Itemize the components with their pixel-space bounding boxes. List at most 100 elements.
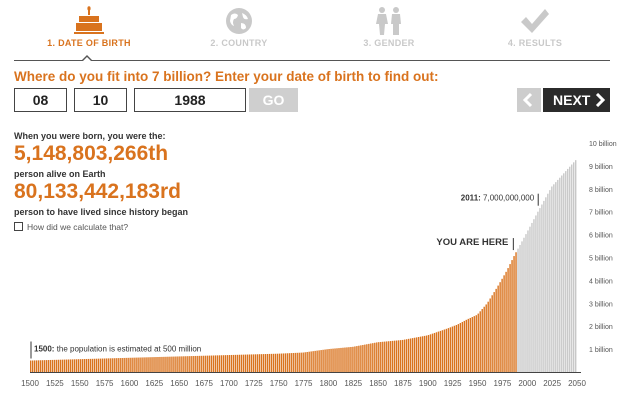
population-bar bbox=[35, 360, 38, 372]
population-bar bbox=[352, 346, 354, 372]
population-bar bbox=[505, 271, 507, 372]
population-bar bbox=[101, 358, 103, 372]
x-tick-label: 1925 bbox=[444, 379, 462, 388]
population-bar bbox=[435, 332, 438, 372]
x-tick-label: 1525 bbox=[46, 379, 64, 388]
population-bar bbox=[97, 358, 100, 372]
population-bar bbox=[535, 215, 537, 372]
population-bar bbox=[37, 360, 40, 372]
population-bar bbox=[461, 321, 464, 372]
population-bar bbox=[183, 356, 185, 372]
population-bar bbox=[61, 359, 64, 372]
population-bar bbox=[421, 336, 424, 372]
population-bar bbox=[407, 338, 410, 372]
population-bar bbox=[103, 358, 105, 372]
population-bar bbox=[105, 358, 107, 372]
population-bar bbox=[179, 356, 181, 372]
population-bar bbox=[322, 349, 324, 372]
population-bar bbox=[332, 348, 334, 372]
population-bar bbox=[73, 359, 76, 372]
population-bar bbox=[487, 301, 489, 372]
population-bar bbox=[111, 358, 113, 372]
population-bar bbox=[360, 345, 362, 372]
x-tick-label: 1825 bbox=[344, 379, 362, 388]
go-button[interactable]: GO bbox=[249, 88, 298, 112]
population-bar bbox=[310, 351, 312, 372]
population-bar bbox=[171, 356, 173, 372]
population-bar bbox=[43, 360, 46, 372]
y-tick-label: 5 billion bbox=[589, 256, 613, 263]
population-bar bbox=[368, 343, 370, 372]
population-bar bbox=[507, 268, 509, 372]
x-tick-label: 1800 bbox=[319, 379, 337, 388]
population-bar bbox=[141, 357, 143, 372]
population-bar bbox=[386, 341, 388, 372]
question-heading: Where do you fit into 7 billion? Enter y… bbox=[14, 69, 439, 84]
population-bar bbox=[565, 171, 567, 372]
x-tick-label: 1625 bbox=[145, 379, 163, 388]
population-bar bbox=[262, 354, 265, 372]
population-bar bbox=[467, 318, 469, 372]
population-bar bbox=[571, 164, 573, 372]
population-bar bbox=[203, 355, 205, 372]
population-bar bbox=[433, 332, 436, 372]
population-bar bbox=[559, 177, 561, 372]
population-bar bbox=[384, 341, 386, 372]
population-bar bbox=[117, 358, 119, 372]
population-bar bbox=[55, 359, 58, 372]
population-bar bbox=[282, 353, 284, 372]
population-bar bbox=[242, 354, 245, 372]
population-bar bbox=[149, 357, 151, 372]
population-bar bbox=[266, 353, 269, 372]
population-bar bbox=[350, 346, 352, 372]
population-bar bbox=[276, 353, 279, 372]
population-bar bbox=[41, 360, 44, 372]
population-bar bbox=[415, 337, 418, 372]
population-bar bbox=[344, 347, 346, 372]
population-bar bbox=[417, 337, 420, 372]
population-bar bbox=[85, 358, 88, 372]
population-bar bbox=[248, 354, 251, 372]
population-bar bbox=[561, 175, 563, 372]
population-bar bbox=[278, 353, 281, 372]
population-bar bbox=[298, 352, 300, 372]
population-bar bbox=[348, 347, 350, 372]
population-bar bbox=[553, 184, 555, 372]
population-bar bbox=[91, 358, 94, 372]
population-bar bbox=[123, 357, 125, 372]
population-bar bbox=[280, 353, 283, 372]
y-tick-label: 8 billion bbox=[589, 187, 613, 194]
previous-button[interactable] bbox=[517, 88, 541, 112]
population-bar bbox=[258, 354, 261, 372]
chevron-right-icon bbox=[595, 93, 606, 107]
population-bar bbox=[320, 350, 322, 372]
year-input[interactable]: 1988 bbox=[134, 88, 246, 112]
population-bar bbox=[207, 355, 209, 372]
population-bar bbox=[213, 355, 215, 372]
month-input[interactable]: 10 bbox=[74, 88, 127, 112]
population-bar bbox=[437, 331, 440, 372]
population-bar bbox=[129, 357, 131, 372]
population-bar bbox=[557, 179, 559, 372]
population-bar bbox=[294, 352, 296, 372]
population-bar bbox=[316, 350, 318, 372]
ever-caption: person to have lived since history began bbox=[14, 207, 189, 217]
how-calculated-link[interactable]: How did we calculate that? bbox=[14, 222, 128, 232]
population-bar bbox=[83, 359, 86, 372]
population-bar bbox=[211, 355, 213, 372]
day-input[interactable]: 08 bbox=[14, 88, 67, 112]
you-are-here-label: YOU ARE HERE bbox=[436, 237, 508, 248]
population-bar bbox=[419, 336, 422, 372]
population-bar bbox=[539, 208, 541, 372]
population-bar bbox=[292, 352, 294, 372]
population-bar bbox=[205, 355, 207, 372]
population-bar bbox=[31, 360, 34, 372]
x-tick-label: 1875 bbox=[394, 379, 412, 388]
population-bar bbox=[113, 358, 115, 372]
population-bar bbox=[290, 353, 292, 372]
step-label: 2. COUNTRY bbox=[210, 38, 268, 48]
population-bar bbox=[30, 360, 32, 372]
population-bar bbox=[457, 324, 460, 372]
next-button[interactable]: NEXT bbox=[543, 88, 610, 112]
y-tick-label: 9 billion bbox=[589, 164, 613, 171]
